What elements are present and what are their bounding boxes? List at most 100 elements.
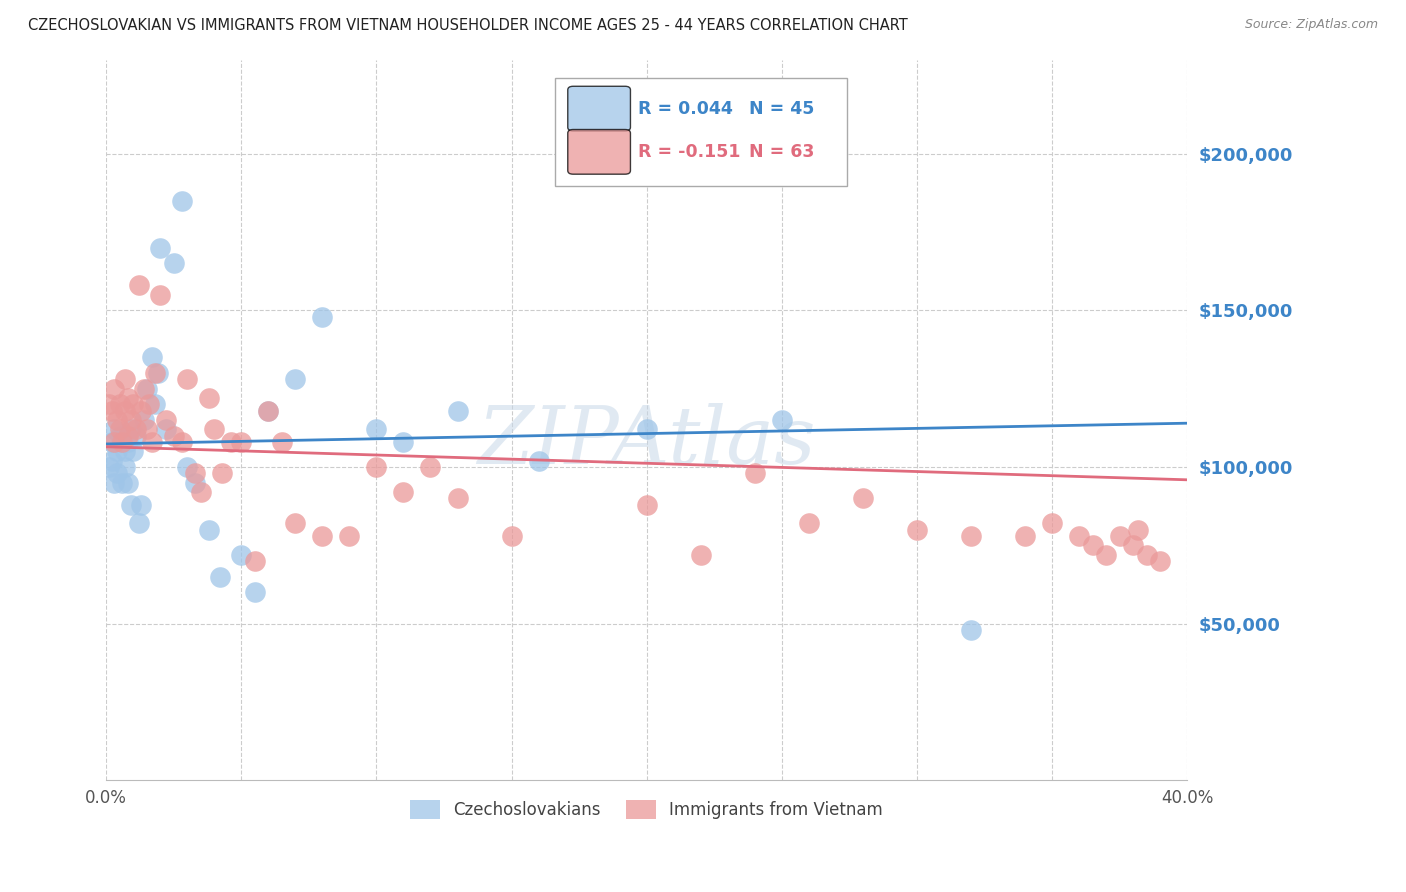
Point: [231, 548, 253, 562]
Point: [1128, 523, 1150, 537]
Point: [100, 403, 122, 417]
Point: [1108, 529, 1130, 543]
Point: [176, 459, 198, 474]
Point: [311, 529, 333, 543]
Point: [111, 434, 134, 449]
Point: [392, 485, 415, 500]
Point: [103, 382, 125, 396]
Point: [108, 422, 131, 436]
Point: [208, 569, 231, 583]
Point: [1040, 516, 1063, 531]
Point: [202, 422, 225, 436]
Point: [366, 422, 388, 436]
FancyBboxPatch shape: [568, 129, 630, 174]
Point: [636, 498, 658, 512]
Point: [108, 428, 131, 442]
Point: [114, 459, 136, 474]
Point: [114, 444, 136, 458]
Point: [527, 453, 550, 467]
Point: [184, 475, 207, 490]
Point: [125, 422, 148, 436]
Point: [198, 391, 221, 405]
FancyBboxPatch shape: [555, 78, 846, 186]
Point: [243, 585, 266, 599]
Point: [636, 422, 658, 436]
Point: [103, 475, 125, 490]
Point: [117, 434, 139, 449]
Point: [163, 428, 186, 442]
Point: [219, 434, 242, 449]
Point: [770, 413, 793, 427]
Point: [138, 397, 160, 411]
Point: [284, 516, 307, 531]
Point: [149, 241, 172, 255]
Point: [128, 516, 150, 531]
Point: [131, 403, 153, 417]
Point: [146, 366, 169, 380]
Point: [392, 434, 415, 449]
Point: [1095, 548, 1118, 562]
Point: [1135, 548, 1157, 562]
Point: [100, 453, 122, 467]
FancyBboxPatch shape: [568, 87, 630, 131]
Point: [105, 413, 128, 427]
Point: [960, 529, 983, 543]
Point: [311, 310, 333, 324]
Point: [190, 485, 212, 500]
Point: [554, 162, 576, 177]
Legend: Czechoslovakians, Immigrants from Vietnam: Czechoslovakians, Immigrants from Vietna…: [404, 794, 890, 826]
Text: N = 45: N = 45: [749, 100, 814, 118]
Point: [689, 548, 711, 562]
Text: R = 0.044: R = 0.044: [638, 100, 733, 118]
Point: [132, 413, 155, 427]
Point: [141, 351, 163, 365]
Point: [257, 403, 280, 417]
Point: [366, 459, 388, 474]
Point: [149, 287, 172, 301]
Point: [97, 459, 120, 474]
Point: [114, 372, 136, 386]
Point: [905, 523, 928, 537]
Point: [135, 382, 157, 396]
Point: [198, 523, 221, 537]
Point: [111, 475, 134, 490]
Point: [128, 278, 150, 293]
Point: [143, 366, 166, 380]
Point: [120, 422, 142, 436]
Point: [1122, 538, 1144, 552]
Point: [105, 444, 128, 458]
Point: [97, 397, 120, 411]
Point: [155, 422, 177, 436]
Point: [446, 403, 468, 417]
Point: [141, 434, 163, 449]
Point: [1081, 538, 1104, 552]
Point: [122, 444, 145, 458]
Point: [122, 397, 145, 411]
Point: [231, 434, 253, 449]
Point: [103, 434, 125, 449]
Point: [163, 256, 186, 270]
Point: [419, 459, 441, 474]
Point: [1067, 529, 1090, 543]
Point: [132, 382, 155, 396]
Point: [243, 554, 266, 568]
Point: [1149, 554, 1171, 568]
Point: [1014, 529, 1036, 543]
Text: R = -0.151: R = -0.151: [638, 143, 741, 161]
Point: [103, 422, 125, 436]
Text: N = 63: N = 63: [749, 143, 814, 161]
Point: [170, 194, 193, 208]
Point: [117, 428, 139, 442]
Point: [120, 498, 142, 512]
Point: [339, 529, 361, 543]
Point: [184, 467, 207, 481]
Point: [284, 372, 307, 386]
Point: [117, 391, 139, 405]
Point: [270, 434, 292, 449]
Point: [170, 434, 193, 449]
Point: [960, 623, 983, 637]
Point: [257, 403, 280, 417]
Point: [501, 529, 523, 543]
Point: [105, 467, 128, 481]
Point: [797, 516, 820, 531]
